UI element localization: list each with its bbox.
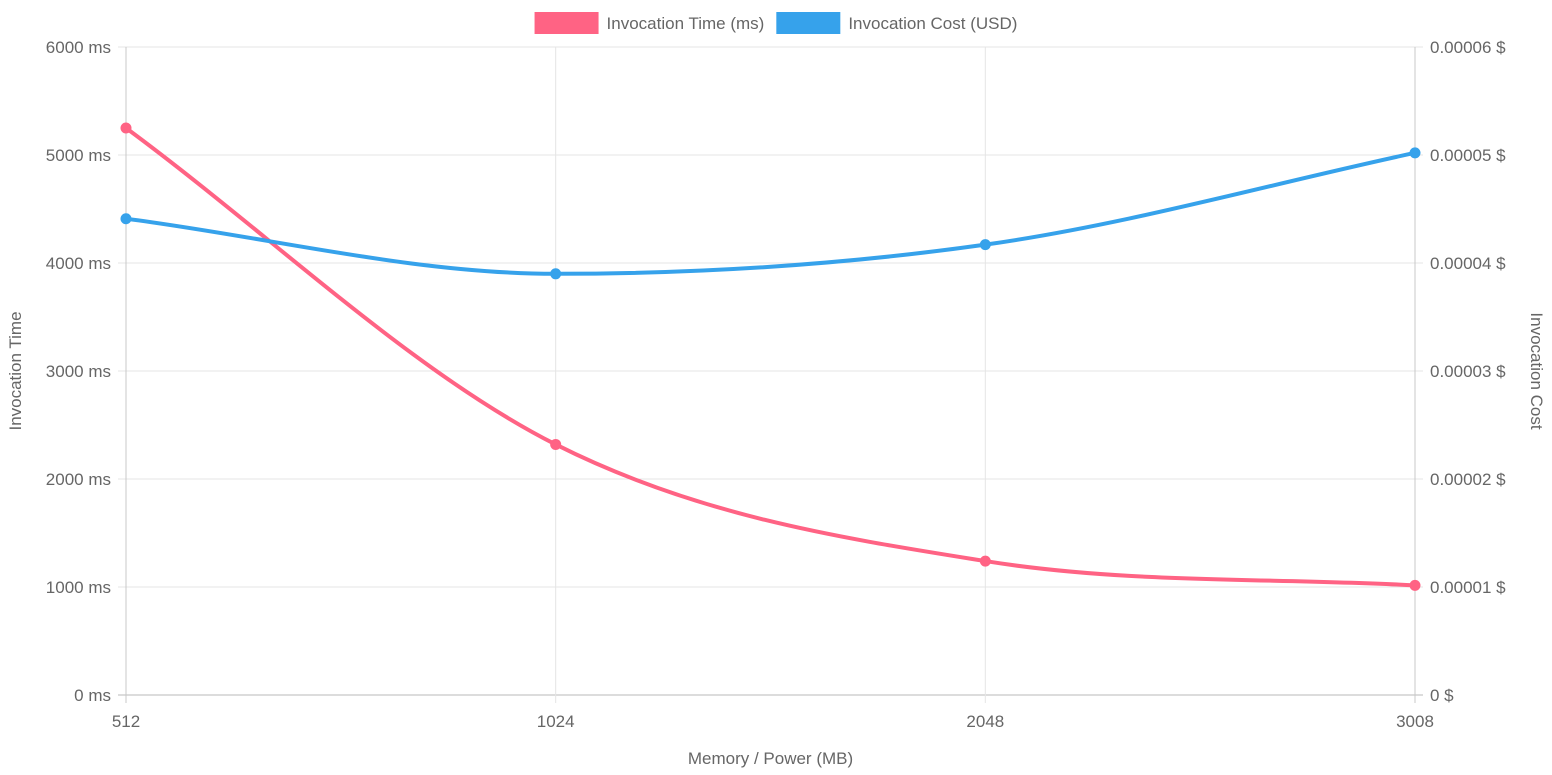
legend-item-invocation-cost[interactable]: Invocation Cost (USD) xyxy=(776,12,1017,34)
legend-label-invocation-time: Invocation Time (ms) xyxy=(607,14,765,33)
left-y-tick-label: 4000 ms xyxy=(46,254,111,273)
data-point-invocation-cost[interactable] xyxy=(550,268,562,280)
data-point-invocation-cost[interactable] xyxy=(120,213,132,225)
x-tick-label: 2048 xyxy=(966,712,1004,731)
legend-label-invocation-cost: Invocation Cost (USD) xyxy=(848,14,1017,33)
left-y-tick-label: 5000 ms xyxy=(46,146,111,165)
data-point-invocation-time[interactable] xyxy=(550,438,562,450)
grid xyxy=(118,46,1423,703)
left-y-tick-label: 0 ms xyxy=(74,686,111,705)
left-y-tick-label: 6000 ms xyxy=(46,38,111,57)
left-y-axis-title: Invocation Time xyxy=(6,311,25,430)
right-y-tick-label: 0.00004 $ xyxy=(1430,254,1506,273)
right-y-tick-label: 0 $ xyxy=(1430,686,1454,705)
x-tick-label: 512 xyxy=(112,712,140,731)
series-line-invocation-time xyxy=(124,126,1417,588)
data-point-invocation-time[interactable] xyxy=(979,555,991,567)
data-point-invocation-time[interactable] xyxy=(120,122,132,134)
legend[interactable]: Invocation Time (ms) Invocation Cost (USD… xyxy=(534,12,1018,34)
right-y-tick-label: 0.00005 $ xyxy=(1430,146,1506,165)
right-y-tick-label: 0.00001 $ xyxy=(1430,578,1506,597)
right-y-tick-label: 0.00002 $ xyxy=(1430,470,1506,489)
data-point-invocation-time[interactable] xyxy=(1409,579,1421,591)
axes: 0 ms 0 $ 1000 ms 0.00001 $ 2000 ms 0.00002 $ 3… xyxy=(46,38,1506,731)
left-y-tick-label: 1000 ms xyxy=(46,578,111,597)
right-y-tick-label: 0.00003 $ xyxy=(1430,362,1506,381)
right-y-tick-label: 0.00006 $ xyxy=(1430,38,1506,57)
series xyxy=(120,122,1421,591)
legend-swatch-invocation-time xyxy=(534,12,599,34)
data-point-invocation-cost[interactable] xyxy=(979,239,991,251)
x-axis-title: Memory / Power (MB) xyxy=(688,749,853,768)
left-y-tick-label: 2000 ms xyxy=(46,470,111,489)
data-point-invocation-cost[interactable] xyxy=(1409,147,1421,159)
series-line-invocation-cost xyxy=(124,150,1417,276)
x-tick-label: 3008 xyxy=(1396,712,1434,731)
legend-swatch-invocation-cost xyxy=(776,12,841,34)
right-y-axis-title: Invocation Cost xyxy=(1527,312,1546,429)
left-y-tick-label: 3000 ms xyxy=(46,362,111,381)
legend-item-invocation-time[interactable]: Invocation Time (ms) xyxy=(534,12,765,34)
x-tick-label: 1024 xyxy=(537,712,575,731)
